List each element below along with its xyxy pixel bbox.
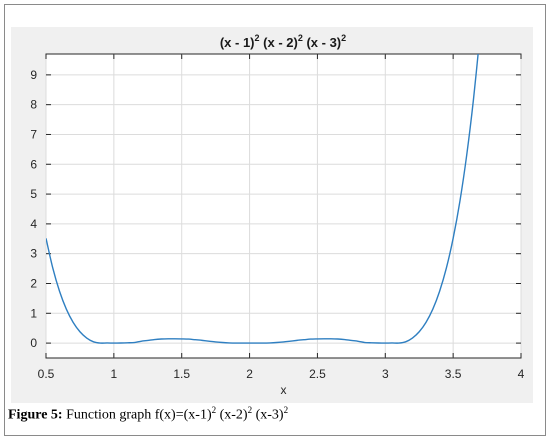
caption-label: Figure 5:: [8, 407, 63, 423]
y-tick-label: 0: [30, 336, 37, 350]
caption-exp-1: 2: [211, 405, 217, 415]
caption-exp-3: 2: [283, 405, 289, 415]
y-tick-label: 9: [30, 68, 37, 82]
x-tick-labels: 0.5 1 1.5 2 2.5 3 3.5 4: [38, 367, 525, 381]
y-tick-label: 7: [30, 127, 37, 141]
y-tick-label: 8: [30, 98, 37, 112]
figure-caption: Figure 5: Function graph f(x)=(x-1)2 (x-…: [8, 405, 288, 424]
x-tick-label: 3.5: [445, 367, 462, 381]
grid: [45, 54, 522, 358]
caption-exp-2: 2: [247, 405, 253, 415]
caption-text-mid2: (x-3): [252, 407, 284, 423]
series-clip: [46, 54, 479, 344]
x-tick-label: 2.5: [309, 367, 326, 381]
chart-title: (x - 1)2 (x - 2)2 (x - 3)2: [220, 33, 346, 50]
y-tick-label: 5: [30, 187, 37, 201]
plot-area: [45, 53, 522, 359]
caption-text-mid1: (x-2): [216, 407, 248, 423]
axis-ticks: [45, 54, 522, 358]
x-tick-label: 1.5: [173, 367, 190, 381]
y-tick-labels: 0 1 2 3 4 5 6 7 8 9: [30, 68, 37, 350]
y-tick-label: 3: [30, 247, 37, 261]
caption-text-prefix: Function graph f(x)=(x-1): [62, 407, 212, 423]
y-tick-label: 1: [30, 306, 37, 320]
x-axis-label: x: [281, 383, 287, 397]
x-tick-label: 3: [382, 367, 389, 381]
x-tick-label: 2: [246, 367, 253, 381]
series-line: [46, 54, 479, 344]
y-tick-label: 4: [30, 217, 37, 231]
x-tick-label: 1: [111, 367, 118, 381]
x-tick-label: 4: [518, 367, 525, 381]
y-tick-label: 2: [30, 276, 37, 290]
x-tick-label: 0.5: [38, 367, 55, 381]
y-tick-label: 6: [30, 157, 37, 171]
